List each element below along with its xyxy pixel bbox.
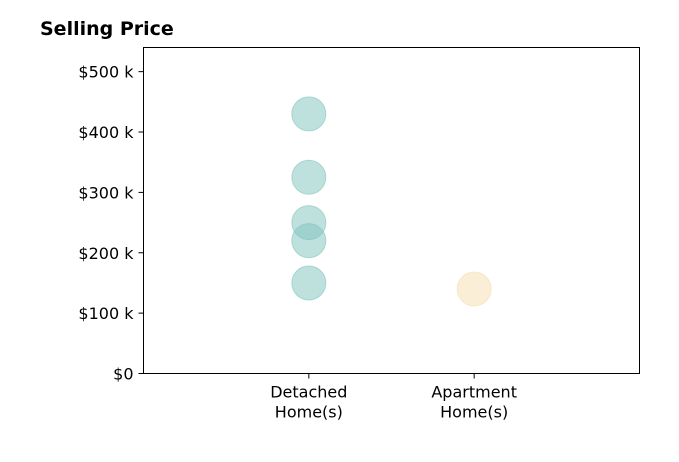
y-tick-label: $300 k bbox=[78, 183, 134, 202]
x-tick-label: Apartment bbox=[431, 383, 517, 402]
chart-title: Selling Price bbox=[40, 18, 174, 40]
data-point bbox=[291, 223, 327, 259]
y-tick-label: $500 k bbox=[78, 63, 134, 82]
y-tick-label: $400 k bbox=[78, 123, 134, 142]
y-axis: $0 $100 k $200 k $300 k $400 k $500 k bbox=[78, 63, 144, 384]
data-point bbox=[456, 271, 492, 307]
x-tick-label: Home(s) bbox=[275, 403, 343, 422]
y-tick-label: $0 bbox=[113, 365, 133, 384]
data-points bbox=[291, 96, 492, 307]
x-tick-label: Detached bbox=[270, 383, 347, 402]
data-point bbox=[291, 96, 327, 132]
y-tick-label: $100 k bbox=[78, 304, 134, 323]
data-point bbox=[291, 265, 327, 301]
x-tick-label: Home(s) bbox=[440, 403, 508, 422]
data-point bbox=[291, 159, 327, 195]
plot-frame bbox=[143, 47, 640, 374]
y-tick-label: $200 k bbox=[78, 244, 134, 263]
